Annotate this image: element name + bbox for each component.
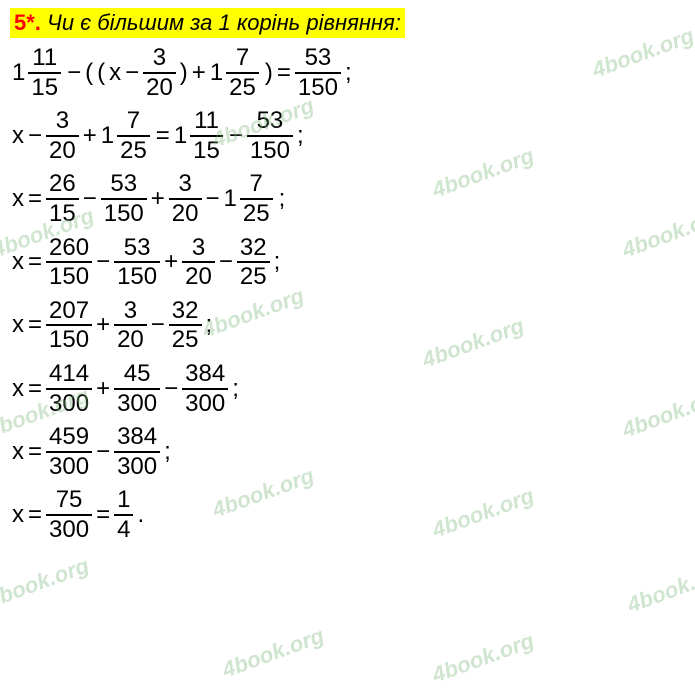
equation-line-1: 1 1115 − (( x − 320 ) + 1 725 ) = 53150 …	[10, 44, 685, 101]
equation-line-2: x − 320 + 1 725 = 1 1115 − 53150 ;	[10, 107, 685, 164]
watermark: 4book.org	[0, 553, 93, 614]
watermark: 4book.org	[429, 628, 538, 688]
equation-line-5: x = 207150 + 320 − 3225 ;	[10, 297, 685, 354]
mixed-fraction: 1 1115	[12, 44, 63, 101]
watermark: 4book.org	[624, 558, 695, 619]
fraction: 53150	[295, 44, 341, 101]
equation-line-4: x = 260150 − 53150 + 320 − 3225 ;	[10, 234, 685, 291]
problem-number: 5*.	[14, 10, 41, 35]
equation-line-6: x = 414300 + 45300 − 384300 ;	[10, 360, 685, 417]
equation-line-7: x = 459300 − 384300 ;	[10, 423, 685, 480]
problem-text: Чи є більшим за 1 корінь рівняння:	[41, 10, 401, 35]
problem-heading: 5*. Чи є більшим за 1 корінь рівняння:	[10, 8, 685, 38]
fraction: 320	[143, 44, 176, 101]
watermark: 4book.org	[219, 623, 328, 684]
equation-line-8: x = 75300 = 14 .	[10, 486, 685, 543]
equation-line-3: x = 2615 − 53150 + 320 − 1 725 ;	[10, 170, 685, 227]
mixed-fraction: 1 725	[210, 44, 261, 101]
